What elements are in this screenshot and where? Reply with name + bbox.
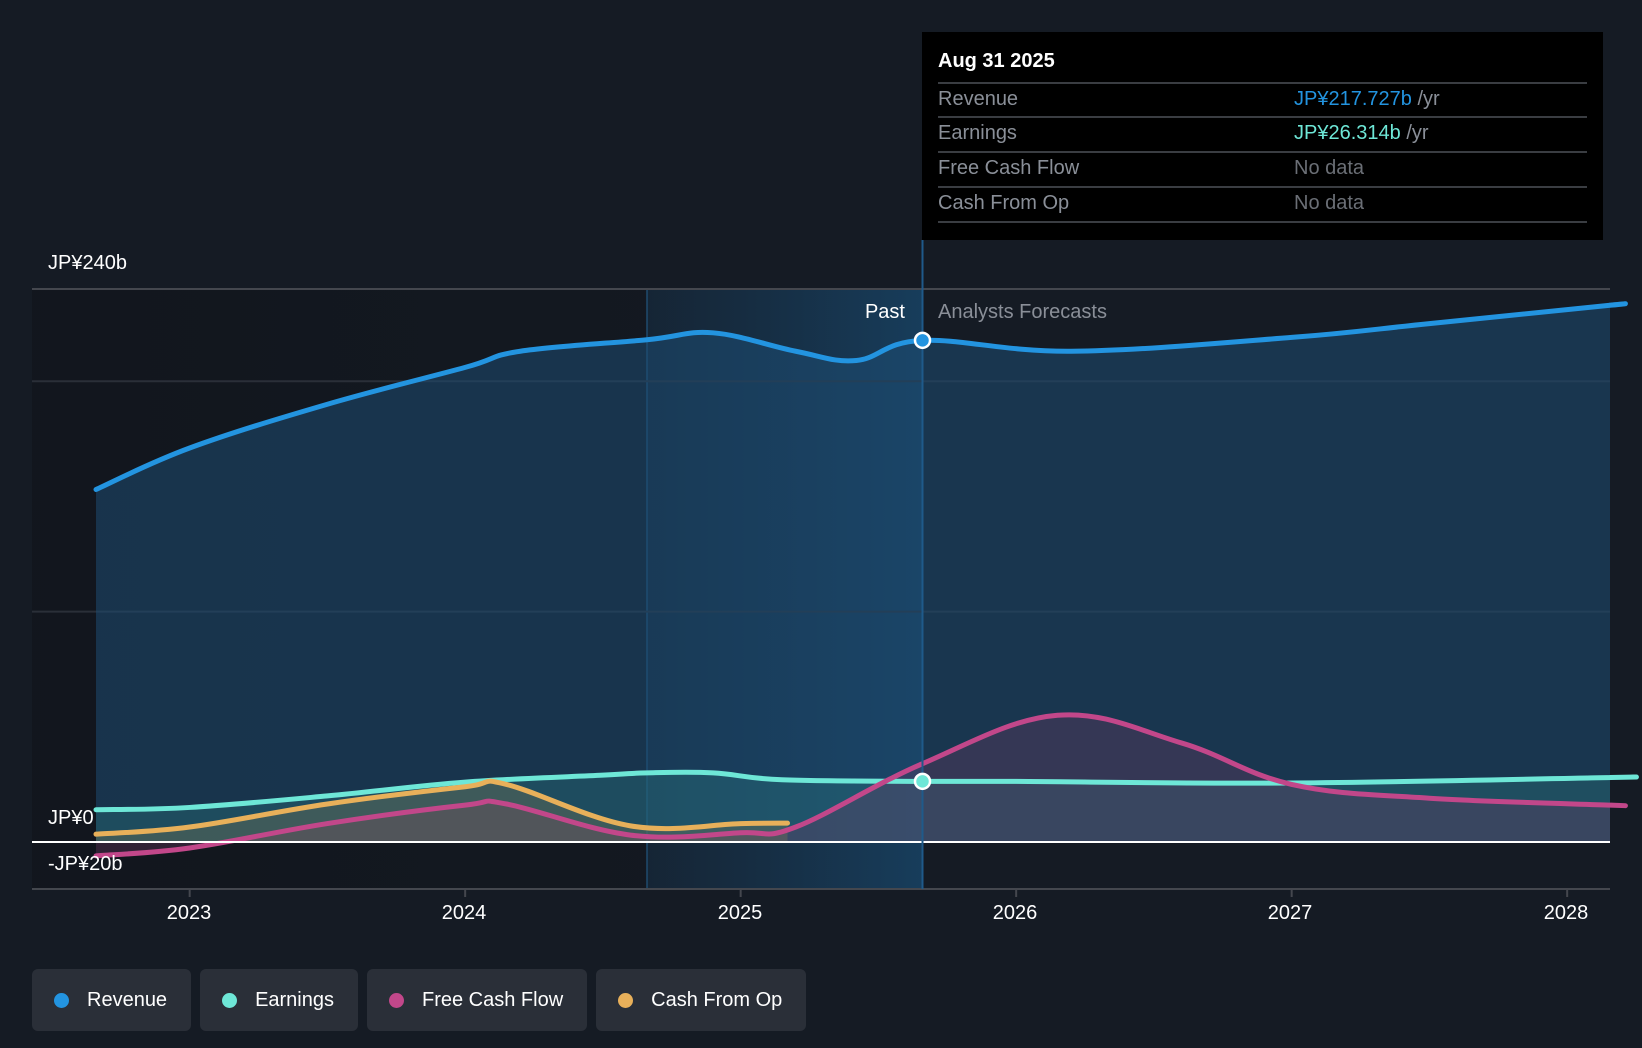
cash-from-op-area — [96, 781, 788, 842]
legend-label: Earnings — [255, 988, 334, 1011]
tooltip-value: JP¥217.727b /yr — [1294, 88, 1440, 110]
y-tick-label-0: JP¥0 — [48, 807, 94, 829]
forecast-region-label: Analysts Forecasts — [938, 301, 1107, 323]
legend-item-cash-from-op[interactable]: Cash From Op — [596, 969, 807, 1031]
tooltip-label: Revenue — [938, 88, 1019, 110]
earnings-area — [96, 772, 1637, 842]
free-cash-flow-line — [93, 712, 1628, 859]
y-tick-label-240: JP¥240b — [48, 252, 127, 274]
legend: Revenue Earnings Free Cash Flow Cash Fro… — [32, 969, 807, 1031]
tooltip-divider — [938, 221, 1587, 223]
x-tick-label: 2023 — [166, 902, 212, 924]
legend-label: Free Cash Flow — [422, 988, 564, 1011]
revenue-line — [93, 301, 1628, 492]
revenue-area — [96, 303, 1626, 842]
tooltip-label: Free Cash Flow — [938, 157, 1080, 179]
tooltip-row-cash-from-op: Cash From Op No data — [938, 186, 1587, 222]
past-region-label: Past — [864, 301, 905, 323]
free-cash-flow-dot-icon — [389, 992, 404, 1008]
free-cash-flow-area — [96, 714, 1626, 856]
x-tick-label: 2028 — [1543, 902, 1589, 924]
y-tick-label-neg20: -JP¥20b — [48, 853, 123, 875]
tooltip-label: Earnings — [938, 122, 1017, 144]
legend-label: Cash From Op — [651, 988, 783, 1011]
tooltip-row-revenue: Revenue JP¥217.727b /yr — [938, 82, 1587, 118]
x-tick-label: 2027 — [1267, 902, 1313, 924]
tooltip-date: Aug 31 2025 — [938, 50, 1055, 72]
x-tick-label: 2024 — [441, 902, 487, 924]
tooltip-value: No data — [1294, 192, 1365, 214]
cash-from-op-dot-icon — [618, 992, 634, 1008]
tooltip-row-earnings: Earnings JP¥26.314b /yr — [938, 116, 1587, 152]
legend-item-free-cash-flow[interactable]: Free Cash Flow — [367, 969, 588, 1031]
tooltip: Aug 31 2025 Revenue JP¥217.727b /yr Earn… — [922, 32, 1603, 240]
x-tick-label: 2025 — [717, 902, 763, 924]
x-tick-label: 2026 — [992, 902, 1038, 924]
legend-label: Revenue — [87, 988, 168, 1011]
earnings-dot-icon — [222, 992, 238, 1008]
tooltip-label: Cash From Op — [938, 192, 1070, 214]
tooltip-row-free-cash-flow: Free Cash Flow No data — [938, 151, 1587, 187]
earnings-line — [93, 769, 1639, 813]
legend-item-revenue[interactable]: Revenue — [32, 969, 192, 1031]
revenue-marker — [913, 331, 932, 350]
earnings-marker — [913, 772, 932, 791]
tooltip-value: No data — [1294, 157, 1365, 179]
legend-item-earnings[interactable]: Earnings — [200, 969, 358, 1031]
revenue-dot-icon — [54, 992, 69, 1008]
tooltip-value: JP¥26.314b /yr — [1294, 122, 1429, 144]
cash-from-op-line — [93, 778, 791, 837]
